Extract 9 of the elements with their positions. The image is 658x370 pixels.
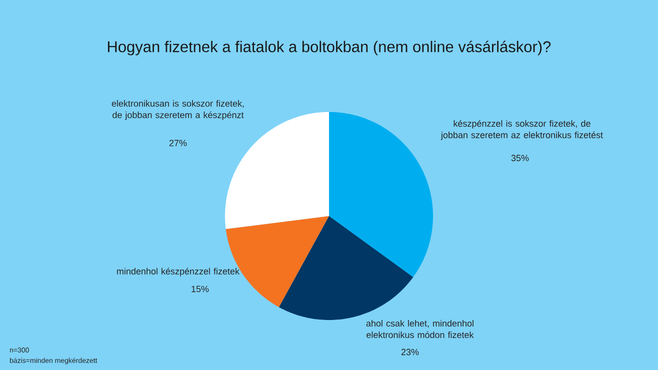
data-label: 15% (192, 286, 209, 292)
slice-label: ahol csak lehet, mindenhol elektronikus módon fizetek (366, 320, 474, 338)
slice-label: mindenhol készpénzzel fizetek (117, 268, 240, 276)
data-label: 35% (511, 154, 529, 162)
slice-label: készpénzzel is sokszor fizetek, de jobban szeretem az elektronikus fizetést (440, 120, 603, 140)
data-label: 27% (169, 140, 187, 146)
chart-title: Hogyan fizetnek a fiatalok a boltokban (nem online vásárláskor)? (108, 40, 551, 56)
data-label: 23% (401, 348, 419, 356)
slice-label: elektronikusan is sokszor fizetek, de jobban szeretem a készpénzt (112, 100, 244, 120)
